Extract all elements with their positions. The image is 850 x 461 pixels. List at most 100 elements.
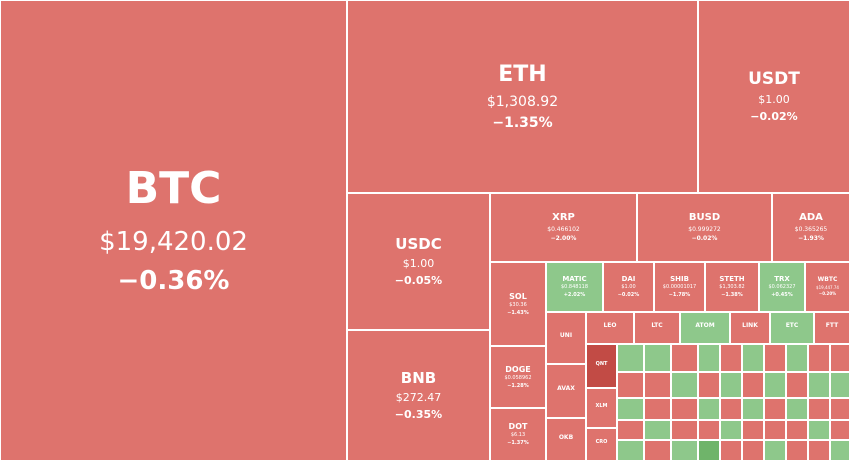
small-coin-tile[interactable] bbox=[644, 344, 671, 372]
small-coin-tile[interactable] bbox=[742, 420, 764, 440]
small-coin-tile[interactable] bbox=[830, 420, 850, 440]
tile-dai[interactable]: DAI $1.00 −0.02% bbox=[603, 262, 654, 312]
trx-symbol: TRX bbox=[774, 275, 790, 284]
small-coin-tile[interactable] bbox=[742, 398, 764, 420]
bnb-price: $272.47 bbox=[395, 390, 442, 404]
small-coin-tile[interactable] bbox=[644, 440, 671, 461]
small-coin-tile[interactable] bbox=[671, 440, 698, 461]
tile-btc[interactable]: BTC $19,420.02 −0.36% bbox=[0, 0, 347, 461]
small-coin-tile[interactable] bbox=[830, 372, 850, 398]
tile-trx[interactable]: TRX $0.062327 +0.45% bbox=[759, 262, 805, 312]
sol-price: $30.36 bbox=[509, 301, 527, 308]
small-coin-tile[interactable] bbox=[617, 344, 644, 372]
tile-doge[interactable]: DOGE $0.058962 −1.28% bbox=[490, 346, 546, 408]
matic-change: +2.02% bbox=[563, 292, 586, 299]
tile-okb[interactable]: OKB bbox=[546, 418, 586, 461]
tile-sol[interactable]: SOL $30.36 −1.43% bbox=[490, 262, 546, 346]
small-coin-tile[interactable] bbox=[742, 440, 764, 461]
small-coin-tile[interactable] bbox=[808, 398, 830, 420]
small-coin-tile[interactable] bbox=[742, 344, 764, 372]
xrp-change: −2.00% bbox=[550, 234, 577, 242]
small-coin-tile[interactable] bbox=[764, 440, 786, 461]
small-coin-tile[interactable] bbox=[720, 398, 742, 420]
small-coin-tile[interactable] bbox=[764, 372, 786, 398]
tile-bnb[interactable]: BNB $272.47 −0.35% bbox=[347, 330, 490, 461]
dot-change: −1.37% bbox=[507, 440, 529, 447]
small-coin-tile[interactable] bbox=[644, 372, 671, 398]
small-coin-tile[interactable] bbox=[830, 440, 850, 461]
small-coin-tile[interactable] bbox=[698, 398, 720, 420]
tile-avax[interactable]: AVAX bbox=[546, 364, 586, 418]
usdc-change: −0.05% bbox=[394, 273, 443, 287]
steth-price: $1,303.82 bbox=[719, 284, 745, 291]
small-coin-tile[interactable] bbox=[617, 440, 644, 461]
tile-matic[interactable]: MATIC $0.848118 +2.02% bbox=[546, 262, 603, 312]
tile-busd[interactable]: BUSD $0.999272 −0.02% bbox=[637, 193, 772, 262]
tile-usdt[interactable]: USDT $1.00 −0.02% bbox=[698, 0, 850, 193]
small-coin-tile[interactable] bbox=[808, 420, 830, 440]
ftt-symbol: FTT bbox=[825, 322, 839, 330]
small-coin-tile[interactable] bbox=[808, 372, 830, 398]
eth-price: $1,308.92 bbox=[486, 94, 559, 111]
dai-change: −0.02% bbox=[617, 292, 640, 299]
small-coin-tile[interactable] bbox=[720, 440, 742, 461]
tile-xlm[interactable]: XLM bbox=[586, 388, 617, 428]
steth-change: −1.38% bbox=[721, 292, 743, 299]
small-coin-tile[interactable] bbox=[786, 420, 808, 440]
small-coin-tile[interactable] bbox=[617, 372, 644, 398]
small-coin-tile[interactable] bbox=[808, 344, 830, 372]
small-coin-tile[interactable] bbox=[764, 344, 786, 372]
tile-link[interactable]: LINK bbox=[730, 312, 770, 344]
small-coin-tile[interactable] bbox=[830, 344, 850, 372]
small-coin-tile[interactable] bbox=[698, 372, 720, 398]
small-coin-tile[interactable] bbox=[644, 398, 671, 420]
small-coin-tile[interactable] bbox=[830, 398, 850, 420]
tile-ada[interactable]: ADA $0.365265 −1.93% bbox=[772, 193, 850, 262]
dai-price: $1.00 bbox=[621, 284, 636, 291]
small-coin-tile[interactable] bbox=[671, 344, 698, 372]
tile-leo[interactable]: LEO bbox=[586, 312, 634, 344]
tile-dot[interactable]: DOT $6.13 −1.37% bbox=[490, 408, 546, 461]
bnb-change: −0.35% bbox=[394, 407, 443, 421]
small-coin-tile[interactable] bbox=[671, 420, 698, 440]
small-coin-tile[interactable] bbox=[808, 440, 830, 461]
small-coin-tile[interactable] bbox=[764, 398, 786, 420]
tile-etc[interactable]: ETC bbox=[770, 312, 814, 344]
tile-wbtc[interactable]: WBTC $19,447.74 −0.20% bbox=[805, 262, 850, 312]
dot-price: $6.13 bbox=[510, 432, 526, 439]
small-coin-tile[interactable] bbox=[671, 398, 698, 420]
tile-uni[interactable]: UNI bbox=[546, 312, 586, 364]
doge-price: $0.058962 bbox=[504, 374, 532, 381]
tile-eth[interactable]: ETH $1,308.92 −1.35% bbox=[347, 0, 698, 193]
small-coin-tile[interactable] bbox=[617, 420, 644, 440]
small-coin-tile[interactable] bbox=[698, 440, 720, 461]
small-coin-tile[interactable] bbox=[742, 372, 764, 398]
small-coin-tile[interactable] bbox=[698, 344, 720, 372]
tile-ltc[interactable]: LTC bbox=[634, 312, 680, 344]
small-coin-tile[interactable] bbox=[720, 372, 742, 398]
small-coin-tile[interactable] bbox=[764, 420, 786, 440]
tile-shib[interactable]: SHIB $0.00001017 −1.78% bbox=[654, 262, 705, 312]
tile-qnt[interactable]: QNT bbox=[586, 344, 617, 388]
steth-symbol: STETH bbox=[719, 275, 745, 284]
small-coin-tile[interactable] bbox=[698, 420, 720, 440]
small-coin-tile[interactable] bbox=[671, 372, 698, 398]
small-coin-tile[interactable] bbox=[786, 398, 808, 420]
tile-usdc[interactable]: USDC $1.00 −0.05% bbox=[347, 193, 490, 330]
tile-steth[interactable]: STETH $1,303.82 −1.38% bbox=[705, 262, 759, 312]
usdt-symbol: USDT bbox=[748, 68, 800, 89]
tile-atom[interactable]: ATOM bbox=[680, 312, 730, 344]
uni-symbol: UNI bbox=[559, 332, 573, 340]
tile-cro[interactable]: CRO bbox=[586, 428, 617, 461]
okb-symbol: OKB bbox=[558, 433, 574, 441]
tile-ftt[interactable]: FTT bbox=[814, 312, 850, 344]
small-coin-tile[interactable] bbox=[644, 420, 671, 440]
tile-xrp[interactable]: XRP $0.466102 −2.00% bbox=[490, 193, 637, 262]
small-coin-tile[interactable] bbox=[786, 372, 808, 398]
small-coin-tile[interactable] bbox=[786, 344, 808, 372]
small-coin-tile[interactable] bbox=[720, 344, 742, 372]
small-coin-tile[interactable] bbox=[786, 440, 808, 461]
usdc-price: $1.00 bbox=[402, 256, 435, 270]
small-coin-tile[interactable] bbox=[720, 420, 742, 440]
small-coin-tile[interactable] bbox=[617, 398, 644, 420]
